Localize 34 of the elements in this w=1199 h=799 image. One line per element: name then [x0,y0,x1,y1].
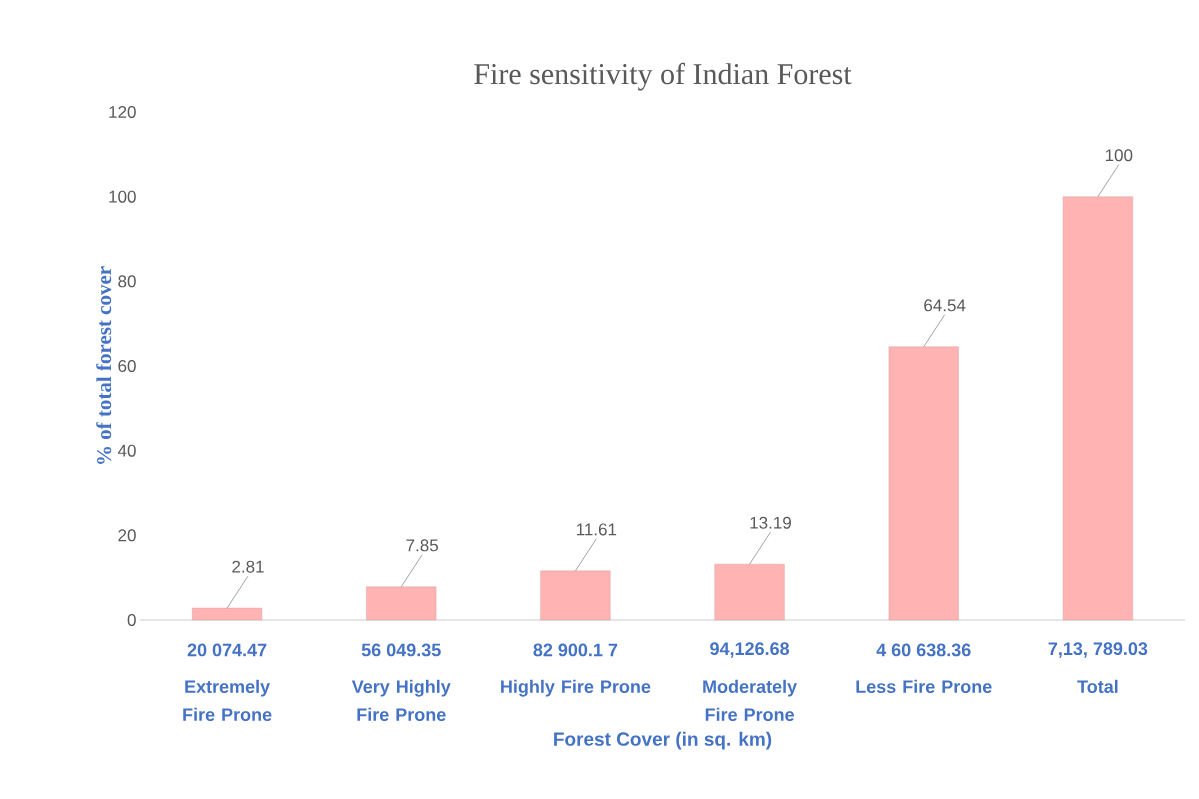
y-tick-label: 80 [118,275,136,288]
bar [366,586,437,621]
data-label: 11.61 [576,523,617,536]
text: 94,126.68 [710,642,790,658]
data-label: 7.85 [406,539,438,552]
bar [714,563,785,621]
text: 56 049.35 [361,643,441,657]
x-tick-label: Moderately Fire Prone [703,679,797,721]
y-tick-label: 0 [127,613,136,627]
data-label: 64.54 [924,299,966,312]
bar [192,607,263,621]
x-tick-label: Highly Fire Prone [501,679,651,697]
data-label: 2.81 [232,560,264,573]
chart-title: Fire sensitivity of Indian Forest [474,62,852,91]
x-tick-label: Total [1077,679,1118,693]
text: 82 900.1 7 [533,643,618,657]
bar [888,346,959,621]
x-tick-label: Extremely Fire Prone [183,679,272,721]
y-tick-label: 120 [109,105,136,119]
y-axis-title: % of total forest cover [96,266,112,464]
data-label: 13.19 [750,516,791,529]
x-axis-title: Forest Cover (in sq. km) [554,731,772,750]
x-tick-label: Less Fire Prone [856,679,992,693]
x-tick-label: Very Highly Fire Prone [351,679,451,721]
bar [1062,196,1133,621]
y-tick-label: 100 [109,190,136,203]
text: 4 60 638.36 [876,643,971,657]
y-tick-label: 20 [118,529,136,542]
y-tick-label: 40 [117,444,136,457]
bar [540,570,611,621]
y-tick-label: 60 [118,359,136,373]
text: 7,13, 789.03 [1048,642,1148,658]
text: 20 074.47 [187,643,267,657]
data-label: 100 [1105,149,1133,162]
